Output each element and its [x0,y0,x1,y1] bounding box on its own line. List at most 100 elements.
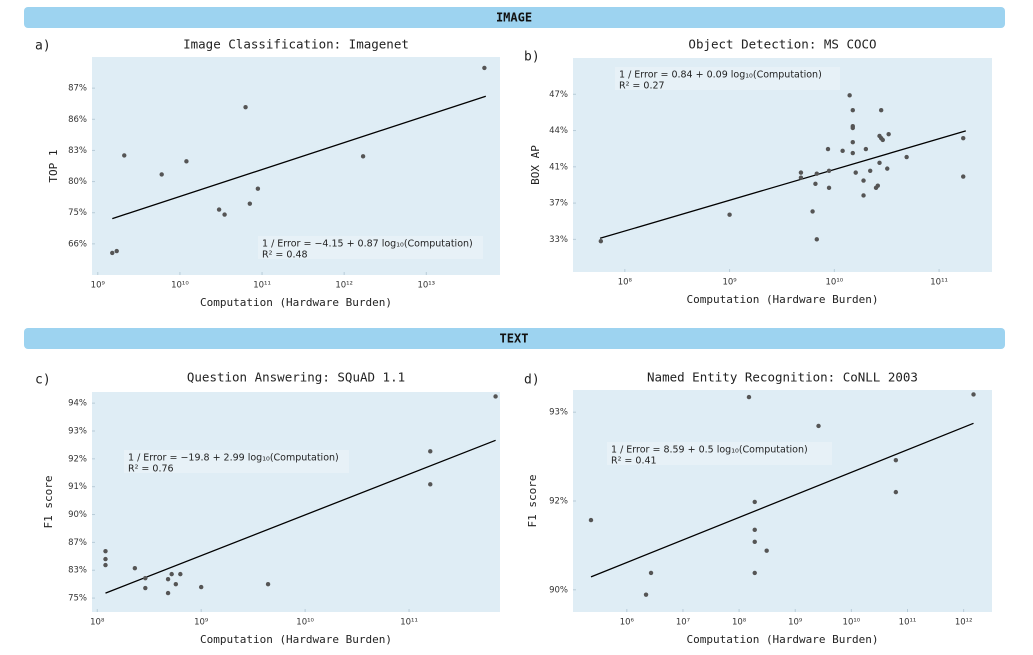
data-point [814,237,819,242]
x-tick-label: 10⁹ [788,618,803,628]
data-point [847,93,852,98]
plot-area [573,58,992,272]
y-tick-label: 86% [68,115,87,125]
annotation-box [607,442,832,465]
x-axis-label: Computation (Hardware Burden) [200,296,392,309]
data-point [216,207,222,212]
x-tick-label: 10¹⁰ [843,618,861,628]
data-point [752,499,757,505]
data-point [971,392,976,397]
data-point [961,174,966,179]
data-point [428,449,433,454]
data-point [885,166,890,171]
x-tick-label: 10⁹ [194,618,209,628]
x-tick-label: 10⁹ [91,281,106,291]
data-point [255,186,261,191]
data-point [798,170,804,175]
section-bar [24,328,1005,349]
panel-label: a) [35,39,51,54]
section-title: TEXT [500,332,529,346]
y-tick-label: 87% [68,84,87,94]
chart-title: Object Detection: MS COCO [688,37,876,52]
data-point [159,172,164,177]
fit-line [599,130,966,239]
annotation-box [258,236,483,259]
annotation: 1 / Error = 0.84 + 0.09 log₁₀(Computatio… [619,70,822,81]
data-point [143,585,148,591]
chart-title: Image Classification: Imagenet [183,37,409,52]
y-tick-label: 47% [549,90,568,100]
section-title: IMAGE [496,11,532,25]
panel-label: d) [524,373,540,388]
x-tick-label: 10¹¹ [930,278,948,288]
data-point [143,575,148,581]
data-point [853,170,858,175]
data-point [428,482,433,487]
data-point [752,539,757,545]
data-point [810,209,815,214]
data-point [814,171,819,176]
data-point [840,148,845,154]
data-point [588,517,594,523]
data-point [103,548,108,554]
y-tick-label: 75% [68,208,87,218]
x-tick-label: 10⁸ [90,618,105,628]
y-tick-label: 83% [68,146,87,156]
x-axis-label: Computation (Hardware Burden) [686,633,878,646]
x-tick-label: 10⁹ [722,278,737,288]
data-point [493,394,498,399]
annotation: 1 / Error = −4.15 + 0.87 log₁₀(Computati… [262,239,473,250]
x-tick-label: 10¹² [335,281,353,291]
data-point [178,571,183,577]
x-axis-label: Computation (Hardware Burden) [686,293,878,306]
y-tick-label: 92% [68,454,87,464]
data-point [861,178,866,183]
y-axis-label: BOX AP [529,145,542,185]
data-point [222,212,227,217]
x-tick-label: 10¹³ [417,281,435,291]
y-tick-label: 41% [549,162,568,172]
annotation: R² = 0.76 [128,464,174,475]
x-axis-label: Computation (Hardware Burden) [200,633,392,646]
data-point [727,212,732,217]
data-point [184,159,189,164]
y-tick-label: 91% [68,482,87,492]
panel-label: c) [35,373,51,388]
y-axis-label: F1 score [42,476,55,529]
data-point [643,592,649,597]
data-point [122,153,127,158]
data-point [904,154,909,160]
plot-area [573,390,992,612]
annotation-box [615,67,840,90]
y-tick-label: 75% [68,594,87,604]
y-tick-label: 83% [68,566,87,576]
x-tick-label: 10⁷ [676,618,691,628]
data-point [110,250,115,256]
annotation: R² = 0.41 [611,456,657,467]
data-point [875,183,881,188]
chart-title: Named Entity Recognition: CoNLL 2003 [647,370,918,385]
data-point [173,581,179,587]
x-tick-label: 10¹¹ [253,281,271,291]
x-tick-label: 10¹⁰ [826,278,844,288]
data-point [878,108,884,113]
fit-line [105,439,496,594]
data-point [850,108,855,113]
data-point [893,457,899,463]
fit-line [112,95,487,220]
data-point [850,150,855,156]
y-tick-label: 87% [68,538,87,548]
data-point [893,489,899,495]
y-tick-label: 90% [549,585,568,595]
data-point [198,584,204,590]
y-axis-label: TOP 1 [47,149,60,182]
x-tick-label: 10¹⁰ [296,618,314,628]
data-point [752,527,757,533]
data-point [360,154,366,159]
data-point [826,185,832,191]
chart-title: Question Answering: SQuAD 1.1 [187,370,405,385]
data-point [247,201,253,206]
x-tick-label: 10¹¹ [400,618,418,628]
data-point [850,125,855,131]
